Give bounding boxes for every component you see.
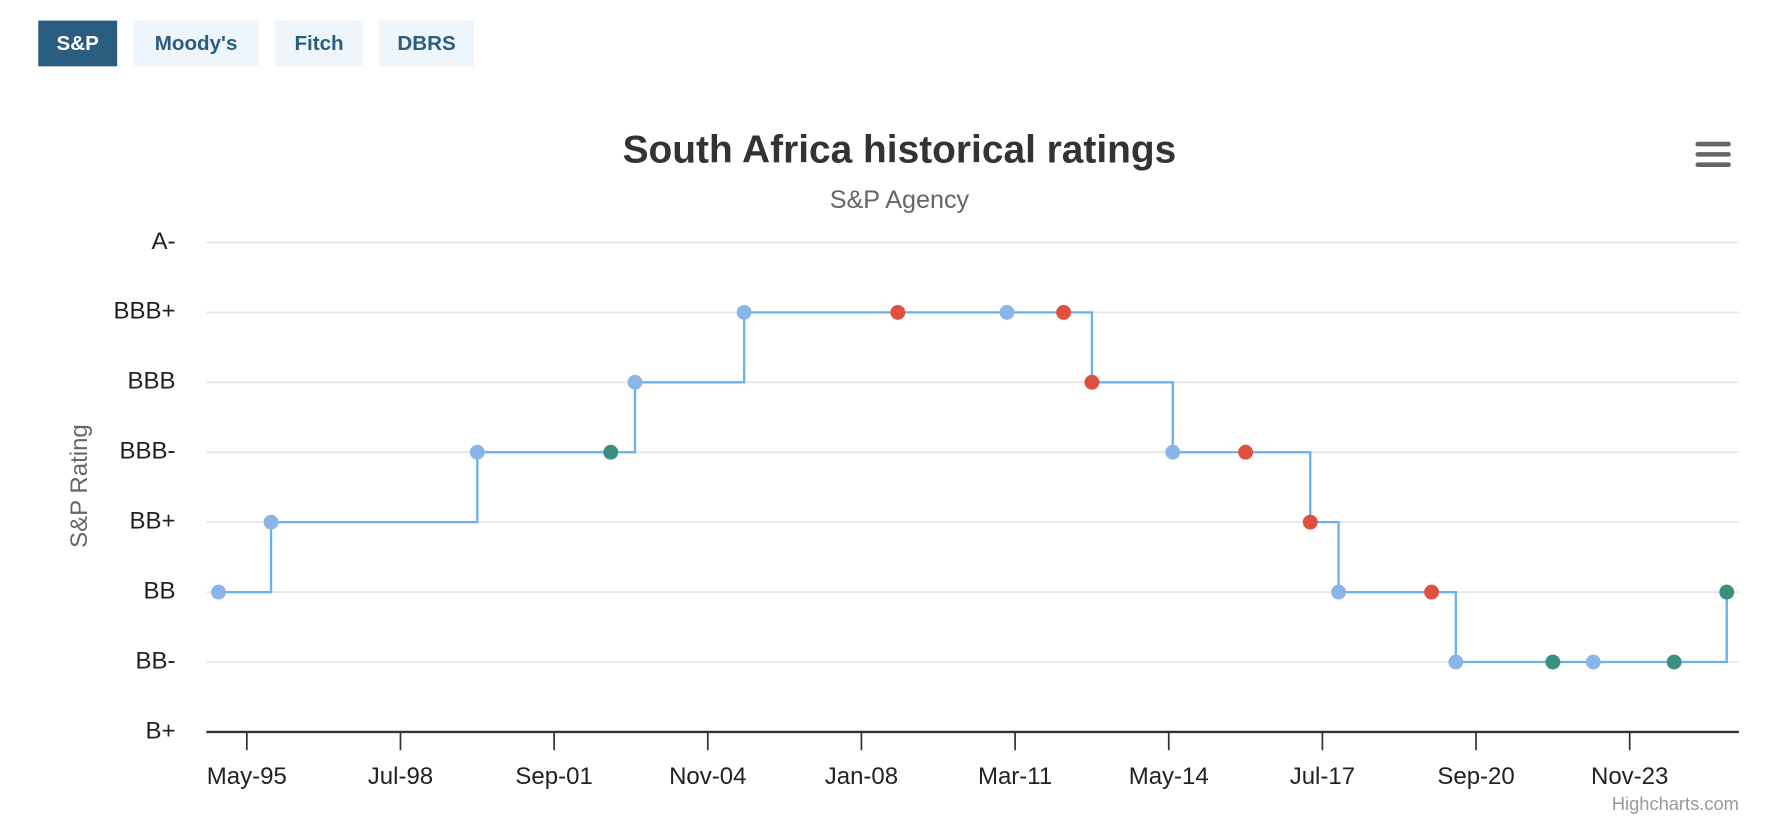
x-tick-label: Nov-23 <box>1591 763 1668 790</box>
rating-point[interactable] <box>263 514 279 530</box>
rating-point[interactable] <box>1666 654 1682 670</box>
rating-point[interactable] <box>890 304 906 320</box>
menu-icon <box>1695 141 1731 167</box>
chart-subtitle: S&P Agency <box>830 186 970 214</box>
y-tick-label: BB- <box>135 647 175 674</box>
menu-button[interactable] <box>1693 137 1735 172</box>
x-tick-label: Jul-98 <box>368 763 433 790</box>
x-tick-label: Nov-04 <box>669 763 746 790</box>
y-tick-label: BB+ <box>129 508 175 535</box>
tab-background[interactable] <box>133 20 259 67</box>
rating-point[interactable] <box>1545 654 1561 670</box>
rating-point[interactable] <box>1719 584 1735 600</box>
plot: B+ BB- BB BB+ BBB- BBB BBB+ A- May-95 Jul-98 Sep-0… <box>113 228 1739 790</box>
x-tick-label: Sep-20 <box>1437 763 1514 790</box>
x-tick-label: May-14 <box>1129 763 1209 790</box>
rating-point[interactable] <box>603 444 619 460</box>
y-tick-label: BBB- <box>119 438 175 465</box>
rating-point[interactable] <box>211 584 226 600</box>
x-tick-label: Jul-17 <box>1290 763 1355 790</box>
tab-label[interactable]: Moody's <box>155 32 238 55</box>
tab-background[interactable] <box>275 20 364 67</box>
rating-point[interactable] <box>469 444 485 460</box>
y-tick-label: B+ <box>145 717 175 744</box>
rating-point[interactable] <box>1056 304 1072 320</box>
y-tick-label: BBB <box>127 368 175 395</box>
rating-point[interactable] <box>1331 584 1347 600</box>
rating-point[interactable] <box>999 304 1015 320</box>
x-tick-label: Sep-01 <box>515 763 592 790</box>
y-axis-title: S&P Rating <box>66 424 93 548</box>
y-tick-label: A- <box>152 228 176 255</box>
tab-background[interactable] <box>38 20 118 67</box>
rating-point[interactable] <box>1302 514 1318 530</box>
tab-button[interactable]: Fitch <box>275 20 364 67</box>
tabs: S&P Moody's Fitch DBRS <box>38 20 474 67</box>
x-tick-label: Mar-11 <box>978 763 1052 790</box>
tab-label[interactable]: DBRS <box>397 32 455 55</box>
rating-point[interactable] <box>1585 654 1601 670</box>
tab-button[interactable]: S&P <box>38 20 118 67</box>
x-tick-label: Jan-08 <box>825 763 898 790</box>
tab-button[interactable]: DBRS <box>379 20 474 67</box>
tab-button[interactable]: Moody's <box>133 20 259 67</box>
rating-point[interactable] <box>1084 374 1100 390</box>
credits[interactable]: Highcharts.com <box>1612 793 1739 814</box>
tab-label[interactable]: Fitch <box>294 32 343 55</box>
rating-point[interactable] <box>736 304 752 320</box>
rating-line <box>218 311 1728 664</box>
rating-point[interactable] <box>1424 584 1440 600</box>
x-tick-label: May-95 <box>207 763 287 790</box>
rating-point[interactable] <box>1238 444 1253 460</box>
tab-background[interactable] <box>379 20 474 67</box>
chart-title: South Africa historical ratings <box>623 128 1177 171</box>
tab-label[interactable]: S&P <box>57 32 100 55</box>
rating-point[interactable] <box>1165 444 1181 460</box>
y-tick-label: BB <box>143 577 175 604</box>
rating-point[interactable] <box>1448 654 1464 670</box>
rating-point[interactable] <box>627 374 643 390</box>
y-tick-label: BBB+ <box>113 298 175 325</box>
